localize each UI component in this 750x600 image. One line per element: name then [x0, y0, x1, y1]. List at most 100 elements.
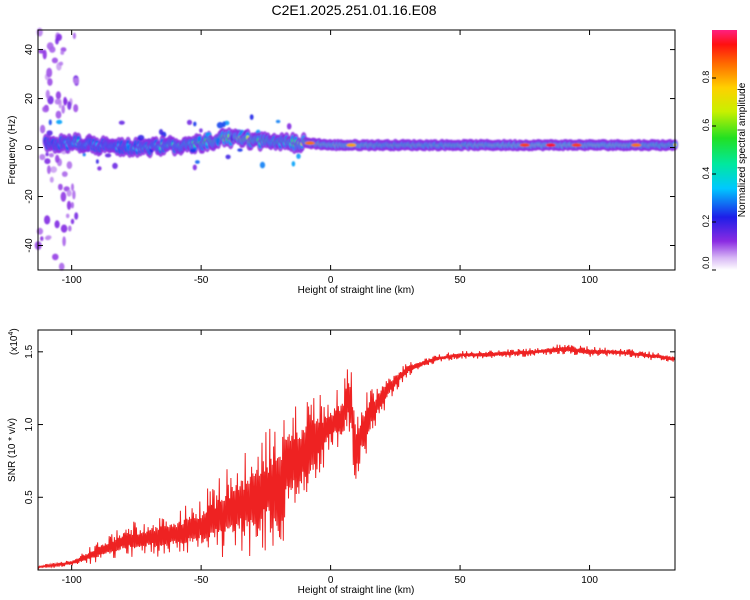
snr-scale-exponent: 4: [8, 332, 15, 336]
x-tick-label: 100: [581, 575, 598, 586]
heatmap-hotspot: [631, 143, 642, 147]
x-tick-label: -50: [194, 275, 209, 286]
heatmap-cell: [195, 160, 200, 164]
snr-panel: -100 -50 0 50 100 0.5 1.0 1.5 Height of straig…: [7, 328, 676, 596]
heatmap-cell: [197, 135, 202, 142]
heatmap-cell: [215, 137, 220, 145]
heatmap-cell: [56, 33, 62, 41]
spectrogram-y-ticks: -40 -20 0 20 40: [24, 44, 675, 253]
snr-scale-suffix: ): [9, 328, 20, 331]
heatmap-cell: [40, 236, 44, 242]
heatmap-cell: [45, 89, 50, 99]
heatmap-cell: [58, 262, 65, 271]
heatmap-cell: [259, 161, 266, 169]
heatmap-cell: [48, 153, 54, 158]
x-tick-label: 50: [455, 275, 467, 286]
spectrogram-blobs: [34, 27, 679, 271]
snr-frame: [37, 329, 676, 571]
heatmap-cell: [216, 122, 224, 129]
heatmap-cell: [61, 104, 65, 114]
heatmap-cell: [54, 220, 60, 229]
heatmap-cell: [193, 121, 197, 127]
y-tick-label: 0.5: [24, 490, 35, 504]
heatmap-cell: [58, 61, 64, 66]
heatmap-cell: [70, 218, 75, 225]
heatmap-cell: [45, 152, 49, 157]
colorbar-tick-label: 0.2: [701, 215, 711, 228]
colorbar-tick-label: 0.8: [701, 71, 711, 84]
heatmap-cell: [71, 183, 74, 191]
x-tick-label: 0: [328, 275, 334, 286]
heatmap-cell: [192, 164, 197, 171]
heatmap-hotspot: [571, 143, 582, 147]
snr-scale-prefix: (x10: [9, 335, 20, 355]
y-tick-label: 0: [24, 144, 35, 150]
heatmap-cell: [46, 67, 53, 78]
heatmap-cell: [56, 119, 63, 125]
heatmap-cell: [66, 200, 72, 210]
heatmap-cell: [158, 129, 164, 135]
heatmap-cell: [72, 32, 76, 39]
snr-x-ticks: -100 -50 0 50 100: [62, 330, 598, 586]
x-tick-label: 100: [581, 275, 598, 286]
y-tick-label: 1.5: [24, 344, 35, 358]
heatmap-cell: [199, 128, 203, 133]
y-tick-label: -20: [24, 189, 35, 204]
figure-title: C2E1.2025.251.01.16.E08: [271, 2, 436, 18]
heatmap-cell: [73, 77, 80, 84]
heatmap-cell: [63, 96, 67, 106]
heatmap-cell: [68, 225, 72, 232]
heatmap-cell: [189, 148, 197, 153]
heatmap-cell: [249, 114, 254, 120]
heatmap-cell: [296, 153, 301, 159]
colorbar-ticks: 0.0 0.2 0.4 0.6 0.8: [701, 71, 716, 271]
heatmap-cell: [61, 171, 68, 177]
heatmap-cell: [39, 154, 46, 161]
heatmap-cell: [104, 153, 112, 158]
heatmap-cell: [60, 50, 65, 55]
heatmap-cell: [225, 154, 231, 160]
snr-x-axis-label: Height of straight line (km): [298, 585, 415, 596]
heatmap-cell: [118, 120, 125, 125]
heatmap-cell: [55, 110, 62, 119]
x-tick-label: -50: [194, 575, 209, 586]
heatmap-cell: [44, 215, 51, 225]
heatmap-cell: [286, 123, 292, 130]
y-tick-label: 40: [24, 44, 35, 56]
snr-line: [37, 344, 676, 570]
heatmap-cell: [55, 91, 62, 100]
heatmap-cell: [44, 158, 51, 165]
heatmap-cell: [222, 121, 226, 128]
heatmap-cell: [66, 189, 72, 197]
heatmap-cell: [72, 190, 76, 200]
heatmap-hotspot: [519, 143, 530, 147]
heatmap-cell: [95, 159, 99, 164]
spectrogram-y-axis-label: Frequency (Hz): [7, 116, 18, 185]
colorbar-tick-label: 0.0: [701, 256, 711, 269]
heatmap-cell: [67, 101, 72, 110]
x-tick-label: 50: [455, 575, 467, 586]
heatmap-cell: [82, 152, 86, 157]
snr-scale-factor: (x104): [8, 328, 20, 355]
heatmap-cell: [49, 176, 54, 183]
y-tick-label: -40: [24, 238, 35, 253]
colorbar: 0.0 0.2 0.4 0.6 0.8 Normalized spectral ampl…: [701, 30, 748, 271]
colorbar-gradient: [712, 30, 737, 270]
heatmap-cell: [62, 236, 66, 247]
heatmap-cell: [60, 191, 67, 202]
svg-text:(x104): (x104): [8, 328, 20, 355]
heatmap-hotspot: [304, 141, 315, 145]
heatmap-cell: [46, 130, 53, 136]
heatmap-cell: [74, 212, 79, 220]
spectrogram-panel: -100 -50 0 50 100 -40 -20 0 20 40 Height of stra…: [7, 27, 679, 296]
heatmap-cell: [45, 235, 52, 240]
heatmap-cell: [65, 213, 70, 219]
heatmap-cell: [97, 166, 102, 171]
heatmap-cell: [42, 106, 49, 113]
y-tick-label: 20: [24, 93, 35, 105]
heatmap-cell: [275, 119, 281, 124]
heatmap-cell: [38, 49, 45, 54]
spectrogram-x-ticks: -100 -50 0 50 100: [62, 30, 598, 286]
x-tick-label: -100: [62, 575, 82, 586]
snr-y-ticks: 0.5 1.0 1.5: [24, 344, 675, 504]
